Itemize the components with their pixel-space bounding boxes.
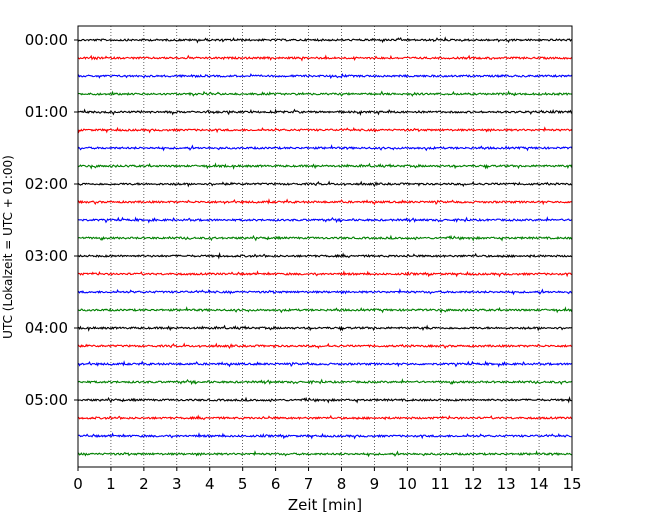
trace-0445 [77, 378, 573, 386]
x-tick-label: 2 [139, 475, 149, 493]
x-tick-label: 5 [238, 475, 248, 493]
x-tick-label: 4 [205, 475, 215, 493]
trace-0530 [77, 432, 573, 440]
x-tick-label: 14 [530, 475, 549, 493]
trace-0400 [77, 324, 573, 332]
plot-frame [77, 25, 573, 468]
trace-0015 [77, 54, 573, 62]
x-tick-label: 1 [106, 475, 116, 493]
y-tick-label: 02:00 [25, 175, 68, 193]
trace-0545 [77, 450, 573, 458]
y-tick-label: 03:00 [25, 247, 68, 265]
y-tick-label: 05:00 [25, 391, 68, 409]
x-tick-label: 3 [172, 475, 182, 493]
trace-0500 [77, 395, 573, 404]
y-tick-label: 00:00 [25, 31, 68, 49]
x-tick-label: 15 [562, 475, 581, 493]
trace-0000 [77, 36, 573, 44]
trace-0430 [77, 360, 573, 368]
trace-0030 [77, 72, 573, 80]
x-axis-label: Zeit [min] [288, 496, 362, 514]
trace-0100 [77, 108, 573, 117]
y-axis-ticks: 00:00 01:00 02:00 03:00 04:00 05:00 [25, 31, 78, 409]
trace-0345 [77, 306, 573, 314]
trace-layer [77, 36, 573, 458]
y-tick-label: 01:00 [25, 103, 68, 121]
x-tick-label: 0 [73, 475, 83, 493]
x-tick-label: 8 [337, 475, 347, 493]
trace-0130 [77, 144, 573, 152]
x-tick-label: 13 [497, 475, 516, 493]
trace-0515 [77, 414, 573, 421]
x-tick-label: 9 [370, 475, 380, 493]
trace-0200 [77, 180, 573, 188]
y-tick-label: 04:00 [25, 319, 68, 337]
x-tick-label: 12 [464, 475, 483, 493]
trace-0145 [77, 162, 573, 170]
trace-0315 [77, 270, 573, 278]
x-axis-ticks: 0 1 2 3 4 5 6 7 8 9 10 11 12 13 14 15 [73, 467, 582, 493]
trace-0045 [77, 90, 573, 97]
trace-0415 [77, 342, 573, 350]
trace-0230 [77, 216, 573, 224]
trace-0300 [77, 251, 573, 260]
x-tick-label: 10 [398, 475, 417, 493]
x-tick-label: 6 [271, 475, 281, 493]
trace-0330 [77, 288, 573, 296]
trace-0245 [77, 234, 573, 242]
trace-0215 [77, 198, 573, 206]
trace-0115 [77, 126, 573, 134]
x-tick-label: 7 [304, 475, 314, 493]
grid-layer [110, 26, 540, 467]
y-axis-label: UTC (Lokalzeit = UTC + 01:00) [1, 155, 15, 339]
x-tick-label: 11 [431, 475, 450, 493]
